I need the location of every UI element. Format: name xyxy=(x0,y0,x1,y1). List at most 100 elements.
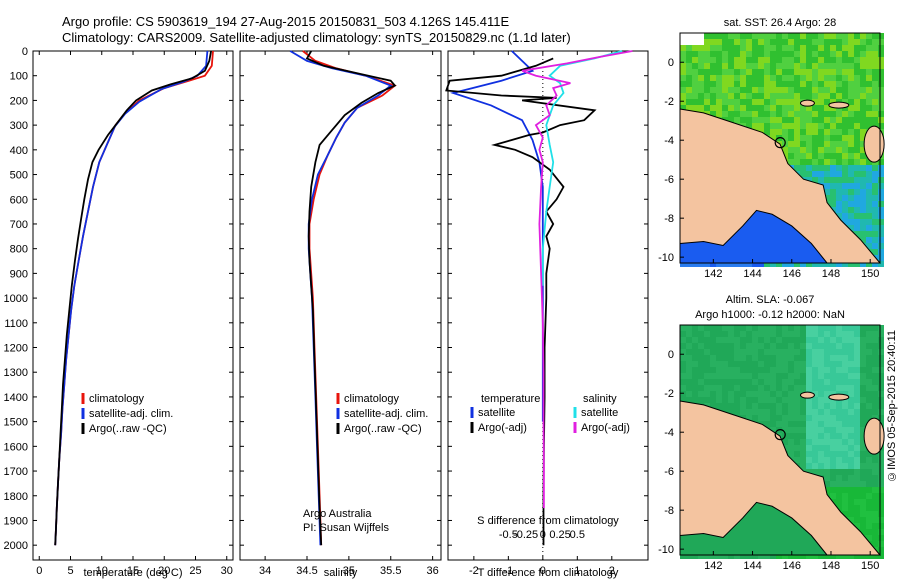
island xyxy=(863,125,885,163)
map-y-tick-label: -6 xyxy=(664,174,674,186)
y-tick-label: 1700 xyxy=(4,466,28,478)
map-y-tick-label: 0 xyxy=(668,349,674,361)
y-tick-label: 1100 xyxy=(4,318,28,330)
series-line-satellite-salinity xyxy=(541,50,623,286)
x-tick-label: 15 xyxy=(127,565,139,577)
x2-axis-label: S difference from climatology xyxy=(477,515,619,527)
y-tick-label: 0 xyxy=(22,46,28,58)
series-line-argo-raw-qc- xyxy=(54,50,212,546)
y-tick-label: 1400 xyxy=(4,392,28,404)
y-tick-label: 800 xyxy=(10,244,28,256)
legend-title-temperature: temperature xyxy=(481,393,540,405)
island xyxy=(799,99,815,107)
x-tick-label: 35.5 xyxy=(380,565,401,577)
legend-entry: satellite-adj. clim. xyxy=(344,408,428,420)
legend-title-salinity: salinity xyxy=(583,393,617,405)
map-y-tick-label: -4 xyxy=(664,427,674,439)
series-line-argo-adj--salinity xyxy=(521,50,633,509)
x-tick-label: 34 xyxy=(259,565,271,577)
legend-entry: Argo(-adj) xyxy=(478,422,527,434)
island xyxy=(799,391,815,399)
panel-difference xyxy=(447,50,649,561)
x-tick-label: 10 xyxy=(96,565,108,577)
x-tick-label: 5 xyxy=(67,565,73,577)
island xyxy=(828,101,850,109)
x-tick-label: 36 xyxy=(427,565,439,577)
y-tick-label: 1300 xyxy=(4,367,28,379)
y-tick-label: 2000 xyxy=(4,540,28,552)
map-y-tick-label: -8 xyxy=(664,213,674,225)
map-sla-subtitle: Argo h1000: -0.12 h2000: NaN xyxy=(695,309,845,321)
x-tick-label: 34.5 xyxy=(296,565,317,577)
x-tick-label: 0 xyxy=(36,565,42,577)
x-tick-label: -1 xyxy=(503,565,513,577)
map-x-tick-label: 144 xyxy=(743,268,761,280)
y-tick-label: 1800 xyxy=(4,491,28,503)
x-tick-label: 20 xyxy=(158,565,170,577)
x2-tick-label: -0.25 xyxy=(513,529,538,541)
x-axis-label: temperature (deg C) xyxy=(83,567,182,579)
argo-position-marker xyxy=(774,429,786,441)
map-y-tick-label: -10 xyxy=(658,544,674,556)
panel-temperature xyxy=(32,50,234,561)
legend-entry: climatology xyxy=(344,393,400,405)
island xyxy=(863,417,885,455)
series-line-satellite-temperature xyxy=(449,50,544,422)
series-line-climatology xyxy=(302,50,397,546)
x-tick-label: 30 xyxy=(221,565,233,577)
map-x-tick-label: 148 xyxy=(822,268,840,280)
x2-tick-label: -0.5 xyxy=(499,529,518,541)
series-line-argo-adj--temperature xyxy=(445,57,597,546)
legend-entry: satellite xyxy=(478,407,515,419)
map-sst-title: sat. SST: 26.4 Argo: 28 xyxy=(724,17,837,29)
map-map_sst xyxy=(679,32,885,267)
figure-title-line1: Argo profile: CS 5903619_194 27-Aug-2015… xyxy=(62,14,510,29)
x-axis-label: T difference from climatology xyxy=(478,567,619,579)
map-x-tick-label: 150 xyxy=(861,560,879,572)
map-y-tick-label: -8 xyxy=(664,505,674,517)
y-tick-label: 900 xyxy=(10,268,28,280)
map-y-tick-label: -6 xyxy=(664,466,674,478)
map-x-tick-label: 142 xyxy=(704,560,722,572)
map-x-tick-label: 146 xyxy=(783,268,801,280)
map-frame xyxy=(679,32,881,264)
map-sla-title: Altim. SLA: -0.067 xyxy=(726,294,815,306)
series-line-satellite-adj-clim- xyxy=(54,50,209,546)
y-tick-label: 600 xyxy=(10,194,28,206)
y-tick-label: 1900 xyxy=(4,515,28,527)
y-tick-label: 1600 xyxy=(4,441,28,453)
map-y-tick-label: -10 xyxy=(658,252,674,264)
y-tick-label: 1500 xyxy=(4,417,28,429)
series-line-climatology xyxy=(54,50,214,546)
x-tick-label: 2 xyxy=(609,565,615,577)
x-tick-label: -2 xyxy=(469,565,479,577)
map-y-tick-label: -2 xyxy=(664,96,674,108)
x2-tick-label: 0.25 xyxy=(549,529,570,541)
legend-entry: satellite xyxy=(581,407,618,419)
series-line-argo-raw-qc- xyxy=(305,50,397,546)
map-y-tick-label: -2 xyxy=(664,388,674,400)
plot-frame xyxy=(447,50,649,561)
figure-title-line2: Climatology: CARS2009. Satellite-adjuste… xyxy=(62,30,571,45)
map-x-tick-label: 150 xyxy=(861,268,879,280)
plot-frame xyxy=(239,50,442,561)
legend-entry: Argo(-adj) xyxy=(581,422,630,434)
y-tick-label: 100 xyxy=(10,71,28,83)
land-new-guinea xyxy=(679,400,882,556)
y-tick-label: 700 xyxy=(10,219,28,231)
land-new-guinea xyxy=(679,108,882,264)
map-y-tick-label: 0 xyxy=(668,57,674,69)
series-line-satellite-adj-clim- xyxy=(289,50,393,546)
map-y-tick-label: -4 xyxy=(664,135,674,147)
panel-salinity xyxy=(239,50,442,561)
map-map_sla xyxy=(679,324,885,559)
map-x-tick-label: 148 xyxy=(822,560,840,572)
y-tick-label: 400 xyxy=(10,145,28,157)
y-tick-label: 1000 xyxy=(4,293,28,305)
x-tick-label: 35 xyxy=(343,565,355,577)
plot-frame xyxy=(32,50,234,561)
y-tick-label: 300 xyxy=(10,120,28,132)
y-tick-label: 500 xyxy=(10,170,28,182)
legend-entry: climatology xyxy=(89,393,145,405)
argo-position-marker xyxy=(774,137,786,149)
